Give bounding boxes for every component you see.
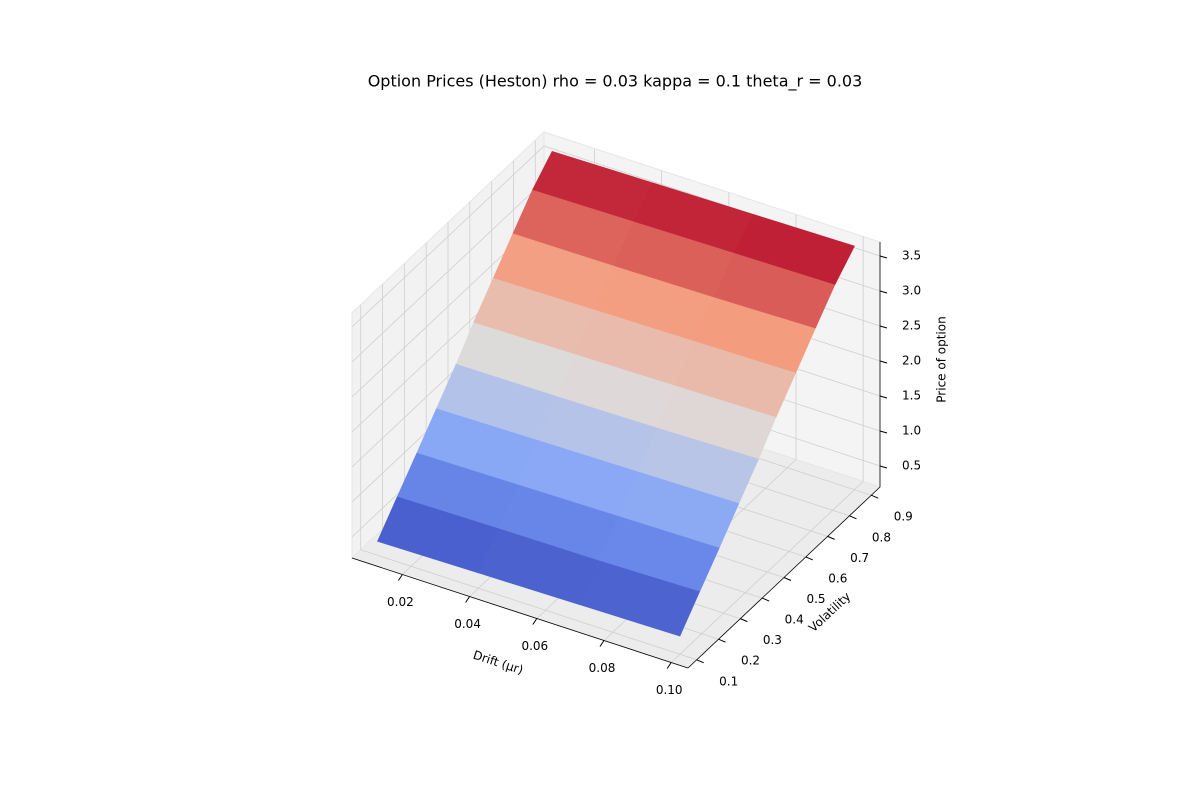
- x-tick-label: 0.06: [521, 639, 548, 653]
- x-tick-label: 0.10: [656, 683, 683, 697]
- x-tick-label: 0.04: [454, 617, 481, 631]
- surface-face: [578, 560, 701, 637]
- tick-mark: [532, 618, 538, 625]
- z-tick-label: 3.5: [902, 249, 921, 263]
- tick-mark: [879, 430, 888, 434]
- x-axis-label: Drift (μr): [471, 648, 525, 677]
- tick-mark: [783, 577, 792, 581]
- y-tick-label: 0.2: [741, 654, 760, 668]
- grid-line: [351, 180, 545, 363]
- y-tick-label: 0.5: [806, 592, 825, 606]
- x-axis-line: [351, 557, 689, 669]
- y-tick-label: 0.7: [850, 551, 869, 565]
- tick-mark: [879, 465, 888, 469]
- z-tick-label: 1.0: [902, 424, 921, 438]
- tick-mark: [805, 556, 814, 561]
- x-tick-label: 0.08: [589, 661, 616, 675]
- y-tick-label: 0.8: [872, 530, 891, 544]
- tick-mark: [397, 574, 403, 581]
- tick-mark: [718, 638, 726, 643]
- grid-line: [360, 549, 697, 661]
- y-tick-label: 0.1: [719, 674, 738, 688]
- tick-mark: [599, 640, 605, 647]
- tick-mark: [879, 360, 888, 364]
- tick-mark: [879, 255, 888, 259]
- y-axis-line: [687, 486, 881, 669]
- z-tick-label: 0.5: [902, 459, 921, 473]
- tick-mark: [879, 395, 888, 399]
- tick-mark: [740, 618, 748, 623]
- y-tick-label: 0.9: [894, 510, 913, 524]
- z-tick-label: 3.0: [902, 284, 921, 298]
- grid-line: [351, 145, 545, 328]
- tick-mark: [827, 535, 835, 540]
- z-axis-label: Price of option: [935, 316, 949, 402]
- y-tick-label: 0.6: [828, 571, 847, 585]
- tick-mark: [465, 596, 471, 603]
- tick-mark: [761, 597, 770, 602]
- tick-mark: [871, 494, 879, 499]
- tick-mark: [849, 515, 857, 520]
- z-tick-label: 2.5: [902, 319, 921, 333]
- tick-mark: [879, 290, 888, 294]
- tick-mark: [666, 662, 672, 669]
- tick-mark: [696, 659, 704, 664]
- tick-mark: [879, 325, 888, 329]
- z-tick-label: 2.0: [902, 354, 921, 368]
- y-tick-label: 0.4: [785, 613, 804, 627]
- chart-title: Option Prices (Heston) rho = 0.03 kappa …: [368, 72, 863, 92]
- y-tick-label: 0.3: [763, 633, 782, 647]
- z-tick-label: 1.5: [902, 389, 921, 403]
- x-tick-label: 0.02: [387, 595, 414, 609]
